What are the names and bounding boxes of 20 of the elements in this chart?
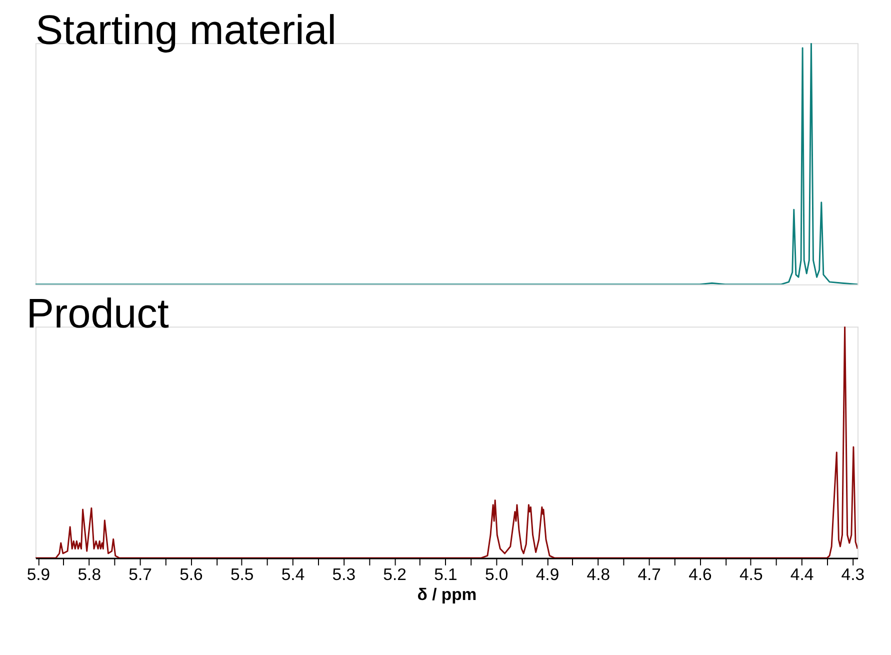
- x-tick-label: 4.7: [638, 565, 661, 584]
- x-tick-label: 5.4: [281, 565, 305, 584]
- x-tick-label: 5.6: [180, 565, 203, 584]
- x-tick-label: 4.8: [586, 565, 610, 584]
- x-tick-label: 5.1: [434, 565, 458, 584]
- x-tick-label: 5.8: [78, 565, 102, 584]
- x-axis-title: δ / ppm: [417, 584, 477, 604]
- x-tick-label: 5.3: [332, 565, 356, 584]
- chart-title: Product: [26, 290, 170, 337]
- x-tick-label: 5.7: [128, 565, 152, 584]
- x-tick-label: 5.9: [26, 565, 50, 584]
- x-tick-label: 4.5: [739, 565, 763, 584]
- x-tick-label: 5.2: [383, 565, 406, 584]
- x-tick-label: 4.4: [790, 565, 814, 584]
- x-tick-label: 5.0: [484, 565, 508, 584]
- x-tick-label: 5.5: [230, 565, 254, 584]
- chart-title: Starting material: [35, 7, 336, 54]
- x-tick-label: 4.3: [841, 565, 865, 584]
- x-tick-label: 4.6: [688, 565, 712, 584]
- x-tick-label: 4.9: [536, 565, 560, 584]
